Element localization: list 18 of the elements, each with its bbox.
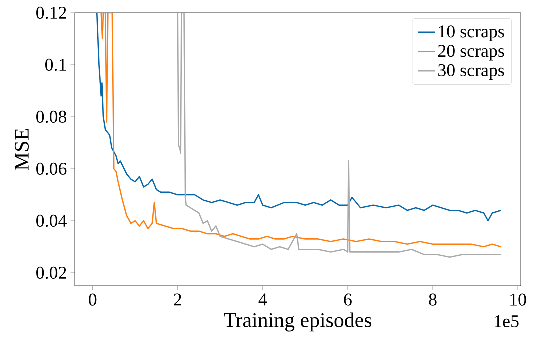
x-tick-label: 10 [510, 294, 526, 306]
y-axis-title: MSE [14, 129, 30, 170]
legend-label: 20 scraps [438, 45, 504, 61]
y-tick-label: 0.06 [36, 162, 67, 176]
legend-label: 10 scraps [439, 26, 504, 42]
y-tick-label: 0.04 [36, 214, 67, 228]
text: 1e5 [495, 316, 519, 328]
x-tick-label: 4 [258, 294, 268, 306]
x-axis-title: Training episodes [224, 312, 372, 332]
x-tick-label: 6 [344, 294, 352, 306]
x-tick-label: 8 [429, 294, 437, 306]
legend-label: 30 scraps [438, 64, 504, 80]
y-tick-label: 0.02 [36, 266, 66, 280]
y-tick-label: 0.08 [36, 110, 67, 124]
x-tick-label: 2 [174, 294, 182, 306]
x-tick-label: 0 [89, 294, 97, 306]
y-tick-label: 0.12 [36, 6, 66, 20]
y-tick-label: 0.1 [46, 58, 66, 72]
